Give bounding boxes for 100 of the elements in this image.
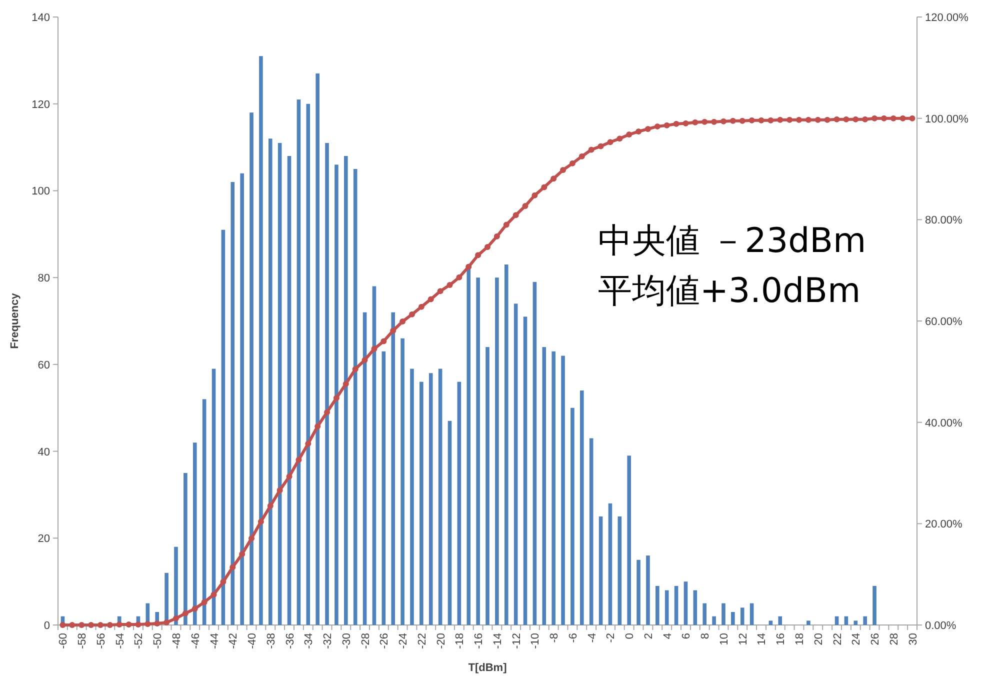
bar [353, 169, 358, 625]
y-tick-label: 40 [38, 446, 50, 458]
bar [344, 156, 348, 625]
bar [212, 368, 216, 625]
bar [448, 420, 452, 625]
x-tick-label: -16 [473, 633, 486, 649]
bar [627, 456, 631, 625]
x-tick-label: 30 [907, 633, 920, 646]
bar [382, 351, 386, 625]
x-tick-label: -26 [378, 633, 391, 649]
bar [457, 382, 462, 625]
y-tick-label: 20 [38, 533, 50, 546]
bar [504, 264, 508, 625]
y2-tick-label: 80.00% [925, 214, 963, 227]
bar [854, 620, 858, 625]
bar [287, 156, 292, 625]
y2-tick-label: 120.00% [925, 12, 969, 24]
bar [712, 616, 716, 625]
x-tick-label: 4 [662, 633, 674, 640]
x-tick-label: -42 [228, 633, 240, 649]
x-tick-label: -58 [76, 633, 89, 649]
x-tick-label: -46 [190, 633, 202, 649]
x-tick-label: -50 [152, 633, 164, 649]
x-tick-label: -14 [492, 633, 504, 649]
bar [656, 586, 660, 625]
x-tick-label: -54 [114, 633, 126, 649]
bar [372, 286, 376, 625]
x-tick-label: 14 [756, 633, 768, 646]
y2-tick-label: 20.00% [925, 518, 963, 531]
y2-tick-label: 0.00% [925, 620, 956, 632]
bar [636, 560, 640, 625]
bar [731, 612, 735, 625]
bar [664, 590, 669, 625]
x-tick-label: -52 [133, 633, 146, 649]
bar [570, 408, 574, 625]
bar [514, 304, 518, 625]
bar [608, 503, 612, 625]
x-tick-label: -6 [567, 633, 580, 643]
x-tick-label: -44 [208, 633, 221, 649]
y-axis-title: Frequency [9, 292, 21, 349]
bar [306, 104, 310, 625]
bar [296, 100, 301, 625]
x-tick-label: -34 [303, 633, 316, 649]
x-tick-label: -20 [435, 633, 448, 649]
bar [598, 516, 603, 625]
bar [192, 442, 197, 625]
x-tick-label: 18 [794, 633, 806, 646]
x-tick-label: -22 [416, 633, 428, 649]
y-tick-label: 60 [38, 359, 50, 372]
bar [202, 399, 206, 625]
bar [184, 473, 188, 625]
bar [552, 351, 556, 625]
x-tick-label: -24 [398, 633, 410, 649]
bar [523, 316, 528, 625]
y-tick-label: 0 [44, 620, 50, 632]
bar [580, 390, 584, 625]
bar [646, 556, 650, 625]
x-tick-label: -40 [246, 633, 259, 649]
y2-tick-label: 60.00% [925, 316, 963, 328]
x-tick-label: -8 [548, 633, 561, 643]
bar [325, 142, 329, 625]
bar [532, 282, 537, 625]
bar [221, 230, 226, 625]
x-tick-label: -28 [360, 633, 372, 649]
bar [174, 546, 178, 625]
bar [334, 164, 338, 625]
bar [410, 368, 414, 625]
x-tick-label: -18 [454, 633, 466, 649]
bar [740, 608, 744, 625]
bar [693, 590, 698, 625]
bar [486, 347, 490, 625]
bar [240, 173, 244, 625]
bar [420, 382, 424, 625]
y-tick-label: 80 [38, 272, 50, 285]
x-tick-label: -60 [58, 633, 70, 649]
x-tick-label: 16 [775, 633, 788, 646]
x-tick-label: 28 [888, 633, 900, 646]
x-tick-label: -38 [265, 633, 278, 649]
bar [684, 582, 688, 625]
bar [806, 620, 810, 625]
x-tick-label: -48 [170, 633, 183, 649]
bar [542, 347, 546, 625]
bar [722, 603, 726, 625]
y-tick-label: 120 [32, 98, 50, 111]
bar [428, 373, 433, 625]
x-tick-label: 12 [737, 633, 750, 646]
x-tick-label: 26 [870, 633, 882, 646]
x-tick-label: 6 [680, 633, 693, 640]
bar [702, 603, 707, 625]
bar [268, 138, 272, 625]
x-tick-label: 2 [642, 633, 655, 640]
x-tick-label: -2 [605, 633, 618, 643]
x-tick-label: 22 [832, 633, 844, 646]
bar [872, 586, 876, 625]
x-tick-label: -36 [284, 633, 296, 649]
annotation: 中央値 －23dBm [598, 221, 866, 261]
y-tick-label: 140 [32, 12, 50, 24]
bar [391, 312, 396, 625]
bar [400, 338, 404, 625]
bar [834, 616, 839, 625]
